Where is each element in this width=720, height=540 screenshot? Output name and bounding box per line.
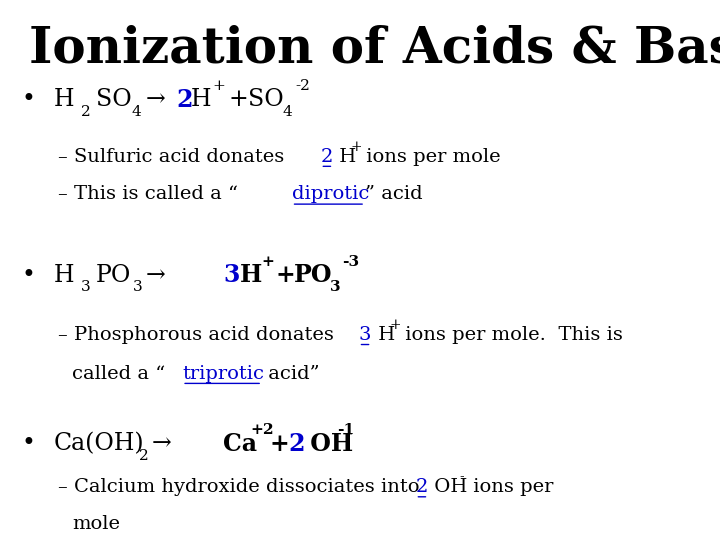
Text: →: → <box>145 264 165 287</box>
Text: +: + <box>390 318 401 332</box>
Text: →: → <box>151 433 171 455</box>
Text: PO: PO <box>294 264 332 287</box>
Text: 3: 3 <box>330 280 341 294</box>
Text: – This is called a “: – This is called a “ <box>58 185 238 204</box>
Text: 2: 2 <box>139 449 149 463</box>
Text: SO: SO <box>96 89 132 111</box>
Text: -2: -2 <box>295 79 310 93</box>
Text: 2: 2 <box>320 147 333 166</box>
Text: -1: -1 <box>337 423 354 437</box>
Text: H: H <box>191 89 211 111</box>
Text: 2: 2 <box>288 432 305 456</box>
Text: +2: +2 <box>251 423 274 437</box>
Text: +: + <box>212 79 225 93</box>
Text: H: H <box>240 264 262 287</box>
Text: 3: 3 <box>81 280 91 294</box>
Text: mole: mole <box>72 515 120 533</box>
Text: ions per mole.  This is: ions per mole. This is <box>399 326 623 344</box>
Text: +: + <box>276 264 295 287</box>
Text: PO: PO <box>96 264 131 287</box>
Text: Ca: Ca <box>223 432 257 456</box>
Text: 3: 3 <box>359 326 371 344</box>
Text: -: - <box>459 470 464 484</box>
Text: -3: -3 <box>342 255 359 269</box>
Text: 3: 3 <box>133 280 143 294</box>
Text: 4: 4 <box>283 105 293 119</box>
Text: +: + <box>351 140 362 154</box>
Text: 2: 2 <box>176 88 193 112</box>
Text: •: • <box>22 264 35 287</box>
Text: – Sulfuric acid donates: – Sulfuric acid donates <box>58 147 290 166</box>
Text: →: → <box>145 89 165 111</box>
Text: OH: OH <box>302 432 354 456</box>
Text: ions per: ions per <box>467 478 553 496</box>
Text: SO: SO <box>248 89 284 111</box>
Text: Ionization of Acids & Bases: Ionization of Acids & Bases <box>29 24 720 73</box>
Text: H: H <box>333 147 356 166</box>
Text: diprotic: diprotic <box>292 185 369 204</box>
Text: OH: OH <box>428 478 468 496</box>
Text: acid”: acid” <box>262 364 320 383</box>
Text: +: + <box>270 432 289 456</box>
Text: Ca(OH): Ca(OH) <box>54 433 145 455</box>
Text: H: H <box>54 264 74 287</box>
Text: ions per mole: ions per mole <box>360 147 500 166</box>
Text: – Calcium hydroxide dissociates into: – Calcium hydroxide dissociates into <box>58 478 426 496</box>
Text: 4: 4 <box>131 105 141 119</box>
Text: 3: 3 <box>223 264 240 287</box>
Text: •: • <box>22 433 35 455</box>
Text: H: H <box>54 89 74 111</box>
Text: 2: 2 <box>81 105 91 119</box>
Text: +: + <box>229 89 248 111</box>
Text: ” acid: ” acid <box>365 185 423 204</box>
Text: called a “: called a “ <box>72 364 166 383</box>
Text: – Phosphorous acid donates: – Phosphorous acid donates <box>58 326 340 344</box>
Text: H: H <box>372 326 395 344</box>
Text: +: + <box>261 255 274 269</box>
Text: triprotic: triprotic <box>182 364 264 383</box>
Text: 2: 2 <box>415 478 428 496</box>
Text: •: • <box>22 89 35 111</box>
